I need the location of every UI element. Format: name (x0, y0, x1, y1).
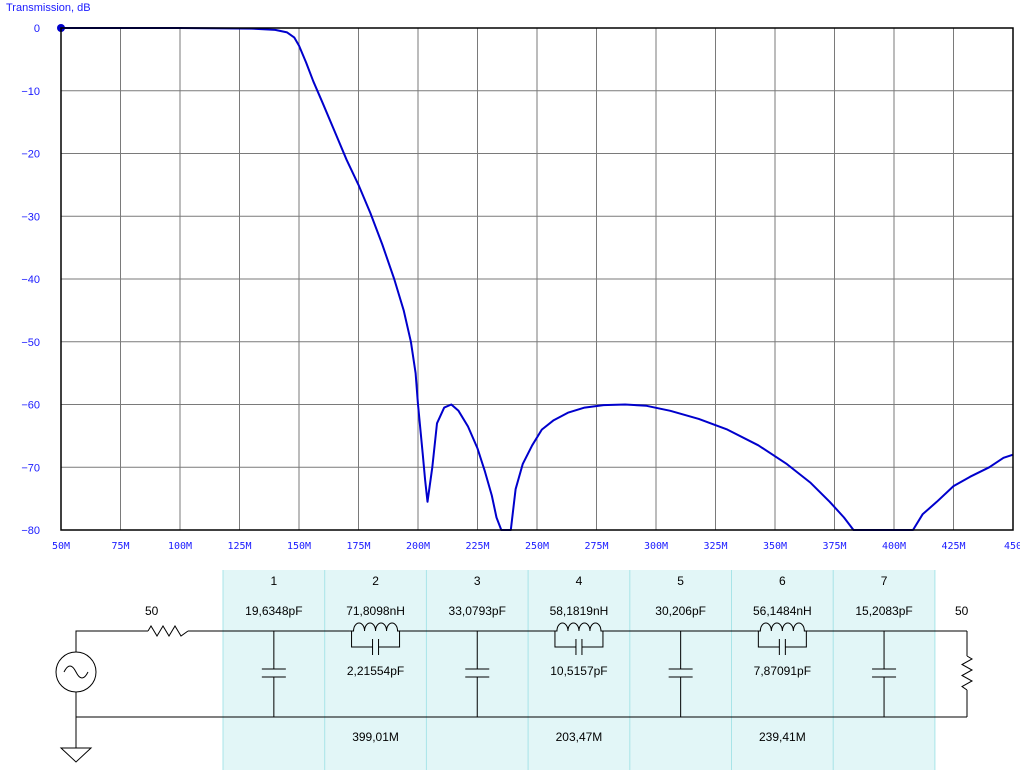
series-line (61, 27, 1014, 531)
x-tick-label: 450 (1004, 541, 1020, 552)
component-value-top: 30,206pF (655, 604, 706, 618)
section-number: 1 (271, 574, 278, 588)
source-impedance-label: 50 (145, 604, 159, 618)
chart-background (0, 0, 1020, 570)
y-tick-label: −80 (21, 525, 40, 537)
x-tick-label: 425M (941, 541, 965, 552)
wire (351, 631, 373, 648)
section-number: 5 (677, 574, 684, 588)
component-value-top: 33,0793pF (449, 604, 506, 618)
component-value-capacitor: 7,87091pF (754, 664, 811, 678)
wire (757, 631, 780, 648)
y-axis-label: Transmission, dB (6, 2, 91, 14)
x-tick-label: 325M (703, 541, 727, 552)
shunt-capacitor-icon (668, 668, 693, 678)
section-number: 2 (372, 574, 379, 588)
parallel-capacitor-icon (575, 639, 583, 655)
x-tick-label: 400M (882, 541, 906, 552)
sine-wave-icon (63, 665, 89, 679)
y-tick-label: −60 (21, 400, 40, 412)
x-tick-label: 100M (168, 541, 192, 552)
grid (61, 28, 1013, 530)
section-background (833, 570, 935, 770)
load-resistor-icon (960, 655, 974, 691)
component-value-top: 56,1484nH (753, 604, 812, 618)
section-background (426, 570, 529, 770)
component-value-capacitor: 10,5157pF (550, 664, 607, 678)
shunt-capacitor-icon (465, 668, 490, 678)
y-tick-label: −30 (21, 211, 40, 223)
section-background (324, 570, 427, 770)
x-tick-label: 200M (406, 541, 430, 552)
components (55, 622, 974, 763)
y-tick-label: −40 (21, 274, 40, 286)
x-tick-label: 125M (227, 541, 251, 552)
y-tick-labels: 0 −10 −20 −30 −40 −50 −60 −70 −80 (21, 23, 40, 537)
section-number: 7 (881, 574, 888, 588)
ground-icon (59, 747, 93, 763)
x-tick-label: 350M (763, 541, 787, 552)
y-tick-label: −10 (21, 86, 40, 98)
x-tick-label: 275M (584, 541, 608, 552)
y-tick-label: −20 (21, 149, 40, 161)
wires (75, 630, 968, 748)
section-number: 3 (474, 574, 481, 588)
plot-frame (60, 27, 1014, 531)
x-tick-label: 300M (644, 541, 668, 552)
x-tick-label: 225M (465, 541, 489, 552)
x-tick-label: 75M (111, 541, 129, 552)
x-tick-label: 150M (287, 541, 311, 552)
wire (75, 630, 148, 652)
parallel-capacitor-icon (778, 639, 786, 655)
section-background (223, 570, 325, 770)
parallel-capacitor-icon (372, 639, 380, 655)
section-labels: 1 19,6348pF 2 71,8098nH 2,21554pF 399,01M 3 33,… (245, 574, 913, 744)
filter-schematic: 1 19,6348pF 2 71,8098nH 2,21554pF 399,01M 3 33,… (55, 570, 974, 770)
component-value-top: 58,1819nH (550, 604, 609, 618)
y-tick-label: −50 (21, 337, 40, 349)
section-background (629, 570, 732, 770)
shunt-capacitor-icon (261, 668, 286, 678)
x-tick-label: 175M (346, 541, 370, 552)
section-number: 4 (576, 574, 583, 588)
section-background (528, 570, 630, 770)
wire (378, 631, 401, 648)
ac-source-icon (55, 651, 97, 693)
component-value-top: 71,8098nH (346, 604, 405, 618)
x-tick-label: 375M (822, 541, 846, 552)
component-value-capacitor: 2,21554pF (347, 664, 404, 678)
component-value-top: 15,2083pF (855, 604, 912, 618)
wire (785, 631, 807, 648)
y-tick-label: 0 (34, 23, 40, 35)
y-tick-label: −70 (21, 462, 40, 474)
wire (581, 631, 604, 648)
load-impedance-label: 50 (955, 604, 969, 618)
inductor-icon (552, 622, 605, 632)
resonant-frequency: 399,01M (352, 730, 399, 744)
component-value-top: 19,6348pF (245, 604, 302, 618)
wire (554, 631, 576, 648)
section-backgrounds (222, 570, 936, 770)
x-tick-label: 50M (52, 541, 70, 552)
section-background (731, 570, 834, 770)
transmission-chart: 0 −10 −20 −30 −40 −50 −60 −70 −80 50M 75M 100M 125M… (0, 0, 1020, 570)
shunt-capacitor-icon (872, 668, 897, 678)
inductor-icon (349, 622, 402, 632)
source-resistor-icon (147, 625, 189, 637)
x-tick-labels: 50M 75M 100M 125M 150M 175M 200M 225M 250M 275M 30… (52, 541, 1020, 552)
resonant-frequency: 203,47M (556, 730, 603, 744)
x-tick-label: 250M (525, 541, 549, 552)
resonant-frequency: 239,41M (759, 730, 806, 744)
section-number: 6 (779, 574, 786, 588)
inductor-icon (756, 622, 809, 632)
